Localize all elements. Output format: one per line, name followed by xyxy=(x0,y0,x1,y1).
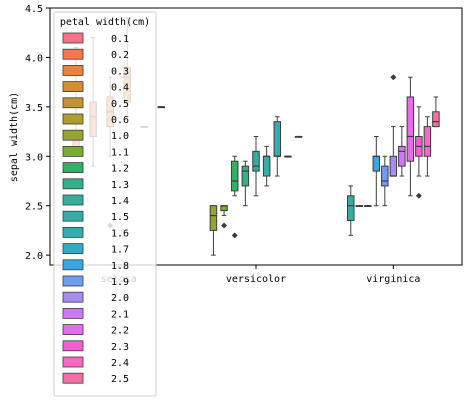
y-axis-label: sepal width(cm) xyxy=(9,92,20,182)
box-body xyxy=(372,155,381,172)
legend-title: petal width(cm) xyxy=(60,17,150,28)
legend-label: 1.8 xyxy=(111,261,129,272)
box-versicolor-1.4 xyxy=(252,136,260,197)
legend-label: 1.4 xyxy=(111,196,129,207)
box-body xyxy=(347,195,355,222)
legend: petal width(cm) 0.1 0.2 0.3 0.4 0.5 0.6 1.0 1.1… xyxy=(53,11,157,397)
outlier-point xyxy=(231,232,238,239)
legend-label: 1.9 xyxy=(111,277,129,288)
box-body xyxy=(381,165,389,187)
box-versicolor-1.1 xyxy=(220,205,228,229)
legend-swatch xyxy=(62,372,84,384)
y-tick-label: 4.5 xyxy=(25,4,43,15)
box-body xyxy=(398,145,406,167)
legend-swatch xyxy=(62,259,84,271)
box-virginica-1.9 xyxy=(381,155,389,207)
legend-label: 2.0 xyxy=(111,293,129,304)
y-tick-label: 2.5 xyxy=(25,202,43,213)
box-versicolor-1.0 xyxy=(209,205,218,256)
box-virginica-2.5 xyxy=(432,96,440,128)
box-body xyxy=(252,150,260,172)
x-tick-label: virginica xyxy=(366,274,420,285)
legend-swatch xyxy=(62,65,84,76)
box-virginica-2.0 xyxy=(389,74,398,177)
y-tick-label: 4.0 xyxy=(25,53,43,64)
legend-label: 0.6 xyxy=(111,115,129,126)
outlier-point xyxy=(221,222,228,229)
x-tick-label: versicolor xyxy=(226,274,286,285)
legend-swatch xyxy=(62,32,84,44)
outlier-point xyxy=(415,192,422,199)
legend-label: 1.3 xyxy=(111,180,129,191)
legend-swatch xyxy=(62,356,84,368)
box-body xyxy=(432,111,440,128)
box-virginica-2.1 xyxy=(398,126,406,177)
legend-swatch xyxy=(62,194,84,206)
box-virginica-2.3 xyxy=(415,106,423,199)
legend-swatch xyxy=(62,178,84,190)
legend-swatch xyxy=(62,113,84,125)
legend-label: 0.1 xyxy=(111,34,129,45)
box-versicolor-1.3 xyxy=(241,160,250,207)
legend-label: 0.5 xyxy=(111,99,129,110)
legend-swatch xyxy=(62,226,84,238)
legend-swatch xyxy=(62,324,84,336)
legend-swatch xyxy=(62,162,84,174)
legend-label: 0.3 xyxy=(111,66,129,77)
legend-swatch xyxy=(62,210,84,222)
legend-label: 1.7 xyxy=(111,245,129,256)
box-versicolor-1.6 xyxy=(273,116,282,177)
box-virginica-1.6 xyxy=(355,205,364,207)
legend-swatch xyxy=(62,145,84,157)
outlier-point xyxy=(390,74,397,81)
y-axis: 2.0 2.5 3.0 3.5 4.0 4.5 xyxy=(25,4,50,262)
box-body xyxy=(423,126,432,157)
box-body xyxy=(273,121,282,157)
legend-swatch xyxy=(62,307,84,319)
box-body xyxy=(230,160,239,192)
legend-swatch xyxy=(62,291,84,303)
box-body xyxy=(220,205,228,212)
legend-label: 2.2 xyxy=(111,326,129,337)
legend-label: 1.5 xyxy=(111,212,129,223)
legend-label: 1.6 xyxy=(111,228,129,239)
legend-swatch xyxy=(62,48,84,60)
box-versicolor-1.2 xyxy=(230,155,239,239)
legend-swatch xyxy=(62,81,84,92)
legend-label: 1.1 xyxy=(111,147,129,158)
legend-swatch xyxy=(62,243,84,255)
legend-swatch xyxy=(62,97,84,109)
box-versicolor-1.8 xyxy=(294,135,303,138)
legend-label: 1.2 xyxy=(111,164,129,175)
box-virginica-1.8 xyxy=(372,136,381,207)
legend-label: 2.4 xyxy=(111,358,129,369)
legend-label: 2.5 xyxy=(111,374,129,385)
box-versicolor-1.7 xyxy=(284,155,292,158)
box-body xyxy=(241,165,250,187)
y-tick-label: 3.0 xyxy=(25,152,43,163)
box-virginica-1.5 xyxy=(347,185,355,236)
box-setosa-0.6 xyxy=(157,106,165,109)
legend-label: 2.1 xyxy=(111,309,129,320)
legend-label: 0.4 xyxy=(111,83,129,94)
legend-label: 0.2 xyxy=(111,50,129,61)
legend-swatch xyxy=(62,129,84,141)
legend-entries: 0.1 0.2 0.3 0.4 0.5 0.6 1.0 1.1 1.2 1.3 1.4 1.5 1.6 1… xyxy=(62,32,129,385)
legend-swatch xyxy=(62,275,84,287)
legend-label: 2.3 xyxy=(111,342,129,353)
box-body xyxy=(209,205,218,231)
box-body xyxy=(389,155,398,177)
legend-swatch xyxy=(62,340,84,352)
box-body xyxy=(262,155,271,177)
box-virginica-2.2 xyxy=(406,76,415,197)
box-versicolor-1.5 xyxy=(262,145,271,187)
y-tick-label: 2.0 xyxy=(25,251,43,262)
y-tick-label: 3.5 xyxy=(25,103,43,114)
box-virginica-2.4 xyxy=(423,116,432,177)
box-virginica-1.7 xyxy=(364,205,372,207)
box-body xyxy=(406,96,415,162)
legend-label: 1.0 xyxy=(111,131,129,142)
